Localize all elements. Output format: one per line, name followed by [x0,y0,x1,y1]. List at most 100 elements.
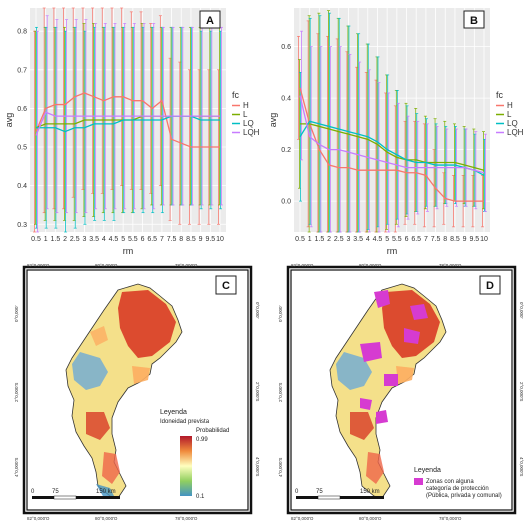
map-panel-c: 82°0,000'O 80°0,000'O 78°0,000'O 82°0,00… [0,262,264,525]
map-coord-top-3: 78°0,000'O [175,263,198,268]
x-tick-label: 4.5 [373,236,383,243]
legend-label-LQH: LQH [507,128,524,137]
x-tick-label: 7.5 [431,236,441,243]
x-tick-label: 6 [405,236,409,243]
panel-label-c: C [222,280,230,292]
map-coord-bottom-3: 78°0,000'O [175,516,198,521]
x-axis-title: rm [123,246,134,256]
y-axis-title: avg [4,113,14,128]
x-tick-label: 5 [385,236,389,243]
x-tick-label: 8 [179,236,183,243]
y-tick-label: 0.7 [17,67,27,74]
y-tick-label: 0.4 [281,96,291,103]
x-tick-label: 1.5 [315,236,325,243]
y-tick-label: 0.3 [17,222,27,229]
x-tick-label: 3 [346,236,350,243]
map-coord-left-1: 0°0,000' [278,305,283,322]
map-coord-bottom-1: 82°0,000'O [291,516,314,521]
map-coord-bottom-2: 80°0,000'O [359,516,382,521]
map-legend-prob: Probabilidad [196,428,229,434]
series-line-H [35,92,220,148]
x-tick-label: 5.5 [392,236,402,243]
x-tick-label: 5.5 [128,236,138,243]
map-legend-line-2: categoría de protección [426,486,489,492]
x-tick-label: 10 [480,236,488,243]
x-tick-label: 6 [141,236,145,243]
legend-label-H: H [507,101,513,110]
map-d-svg: 82°0,000'O 80°0,000'O 78°0,000'O 82°0,00… [278,263,524,521]
x-tick-label: 7 [424,236,428,243]
x-tick-label: 1.5 [51,236,61,243]
y-tick-label: 0.4 [17,183,27,190]
x-tick-label: 9.5 [469,236,479,243]
map-legend-line-1: Zonas con alguna [426,479,474,485]
map-border [286,265,517,515]
map-coord-right-1: 0°0,000' [519,302,524,319]
scale-label-0: 0 [31,489,35,495]
x-tick-label: 6.5 [411,236,421,243]
x-tick-label: 7 [160,236,164,243]
y-tick-label: 0.8 [17,29,27,36]
map-coord-top-1: 82°0,000'O [27,263,50,268]
legend-label-H: H [243,101,249,110]
x-tick-label: 10 [216,236,224,243]
x-tick-label: 8.5 [450,236,460,243]
x-axis-title: rm [387,246,398,256]
legend-label-L: L [243,110,248,119]
protected-zone-swatch [414,478,423,485]
x-tick-label: 3 [82,236,86,243]
panel-label-box-d [479,275,501,295]
panel-label-d: D [486,280,494,292]
map-coord-left-3: 4°0,000'S [278,458,283,477]
map-coord-right-3: 4°0,000'S [519,457,524,476]
scale-bar: 0 75 150 km [31,489,120,500]
legend-label-LQ: LQ [243,119,254,128]
scale-label-0: 0 [295,489,299,495]
y-tick-label: 0.5 [17,145,27,152]
x-tick-label: 3.5 [89,236,99,243]
y-tick-label: 0.6 [281,44,291,51]
y-axis-title: avg [268,113,278,128]
map-coord-left-1: 0°0,000' [14,305,19,322]
map-coord-right-1: 0°0,000' [255,302,260,319]
map-legend-line-3: (Pública, privada y comunal) [426,493,502,499]
x-tick-label: 2 [63,236,67,243]
probability-colorbar [180,436,192,496]
x-tick-label: 5 [121,236,125,243]
panel-label-box [463,10,485,29]
x-tick-label: 9 [463,236,467,243]
map-border [22,265,253,515]
panel-label: B [470,15,478,27]
x-tick-label: 1 [44,236,48,243]
legend-label-L: L [507,110,512,119]
scale-bar: 0 75 150 km [295,489,384,500]
x-tick-label: 9.5 [205,236,215,243]
map-coord-top-1: 82°0,000'O [291,263,314,268]
scale-label-150: 150 km [360,489,380,495]
map-coord-top-3: 78°0,000'O [439,263,462,268]
map-c-svg: 82°0,000'O 80°0,000'O 78°0,000'O 82°0,00… [14,263,260,521]
series-line-LQH [35,111,220,136]
legend-title: fc [496,90,504,100]
panel-label-box [199,10,221,29]
map-coord-right-2: 2°0,000'S [519,382,524,401]
x-tick-label: 0.5 [31,236,41,243]
panel-label: A [206,15,214,27]
series-line-L [300,123,485,171]
x-tick-label: 0.5 [295,236,305,243]
x-tick-label: 7.5 [167,236,177,243]
chart-panel-b: 0.0 0.2 0.4 0.6 0.5 1 1.5 2 2.5 3 3.5 4 4.5 5 5.5 6 6.5 7… [264,0,528,262]
x-tick-label: 4.5 [109,236,119,243]
series-line-LQ [299,120,485,176]
chart-panel-a: 0.3 0.4 0.5 0.6 0.7 0.8 0.5 1 1.5 2 2.5 3 3.5 4 4.5 5 5.… [0,0,264,262]
map-coord-top-2: 80°0,000'O [359,263,382,268]
legend-label-LQ: LQ [507,119,518,128]
map-coord-right-2: 2°0,000'S [255,382,260,401]
x-tick-label: 3.5 [353,236,363,243]
y-tick-label: 0.6 [17,106,27,113]
map-legend-max: 0.99 [196,437,208,443]
series-line-H [299,87,484,202]
chart-b-svg: 0.00.20.40.60.5 1 1.5 2 2.5 3 3.5 4 4.5 5 5.5 6 6.5 7… [268,8,524,256]
map-coord-right-3: 4°0,000'S [255,457,260,476]
x-tick-label: 8.5 [186,236,196,243]
